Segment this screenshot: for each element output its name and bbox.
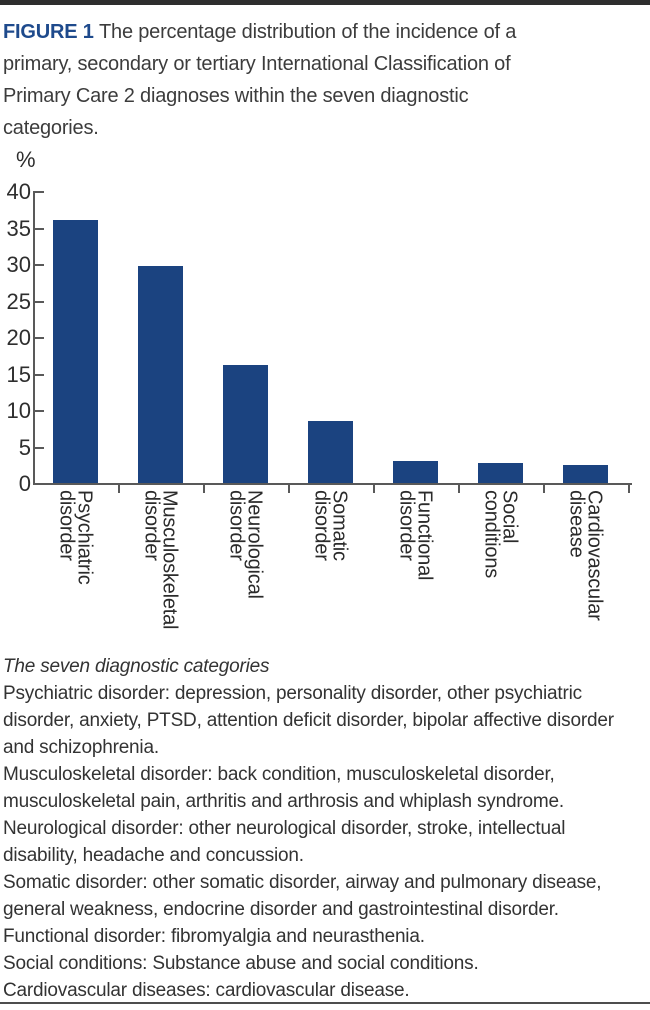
top-border-rule	[0, 0, 650, 5]
caption-heading: The seven diagnostic categories	[3, 656, 270, 677]
caption-line: disability, headache and concussion.	[3, 845, 304, 866]
y-axis-tick-label: 35	[6, 215, 31, 241]
category-label-box: Psychiatric disorder	[33, 490, 118, 660]
category-label-box: Musculoskeletal disorder	[118, 490, 203, 660]
category-label-box: Somatic disorder	[288, 490, 373, 660]
y-axis-tick	[35, 410, 44, 412]
category-label: Cardiovascular disease	[565, 490, 606, 621]
y-axis-tick-label: 40	[6, 179, 31, 204]
figure-title-line: Primary Care 2 diagnoses within the seve…	[3, 85, 469, 107]
bar-chart: % 0 5 10 15 20 25 30 35 40 Psychiatric disorder Mus…	[0, 145, 650, 660]
figure-title-line: FIGURE 1 The percentage distribution of …	[3, 21, 517, 43]
y-axis-tick	[35, 373, 44, 376]
category-label: Somatic disorder	[310, 490, 351, 561]
x-axis-tick	[373, 485, 375, 493]
bar-somatic-disorder	[308, 420, 353, 483]
category-label: Neurological disorder	[225, 490, 266, 599]
figure-title-line: categories.	[3, 117, 99, 139]
y-axis-tick	[35, 446, 44, 449]
caption-line: Somatic disorder: other somatic disorder…	[3, 872, 602, 893]
y-axis-tick	[35, 227, 44, 230]
bottom-border-rule	[0, 1002, 650, 1004]
figure-title: FIGURE 1 The percentage distribution of …	[3, 16, 647, 144]
caption-line: musculoskeletal pain, arthritis and arth…	[3, 791, 564, 812]
x-axis-tick	[118, 485, 120, 493]
y-axis-tick-label: 25	[6, 288, 31, 314]
y-axis-tick-label: 20	[6, 325, 31, 350]
bar-musculoskeletal-disorder	[138, 266, 183, 483]
x-axis-tick	[458, 485, 460, 493]
x-axis-tick	[628, 485, 630, 493]
caption-line: Neurological disorder: other neurologica…	[3, 818, 566, 839]
y-axis-tick-label: 10	[6, 398, 31, 423]
y-axis-tick-label: 15	[6, 361, 31, 387]
x-axis-tick	[543, 485, 545, 493]
caption-line: general weakness, endocrine disorder and…	[3, 899, 559, 920]
figure-title-line: primary, secondary or tertiary Internati…	[3, 53, 511, 75]
category-label: Psychiatric disorder	[55, 490, 96, 585]
y-axis-tick	[35, 300, 44, 303]
bar-social-conditions	[478, 462, 523, 483]
caption-line: and schizophrenia.	[3, 737, 159, 758]
caption-line: Cardiovascular diseases: cardiovascular …	[3, 980, 410, 1001]
category-label: Musculoskeletal disorder	[140, 490, 181, 630]
caption-line: disorder, anxiety, PTSD, attention defic…	[3, 710, 614, 731]
y-axis-line	[33, 191, 35, 485]
x-axis-tick	[288, 485, 290, 493]
category-label-box: Cardiovascular disease	[543, 490, 628, 660]
bar-neurological-disorder	[223, 364, 268, 483]
y-axis-tick-label: 5	[18, 434, 31, 460]
y-axis-tick	[35, 337, 44, 339]
caption-line: Functional disorder: fibromyalgia and ne…	[3, 926, 425, 947]
y-axis-tick	[35, 191, 44, 193]
figure-caption: The seven diagnostic categories Psychiat…	[3, 653, 650, 1004]
caption-line: Psychiatric disorder: depression, person…	[3, 683, 582, 704]
y-axis-unit-label: %	[16, 147, 36, 172]
category-label: Functional disorder	[395, 490, 436, 581]
x-axis-line	[33, 483, 632, 485]
bar-cardiovascular-disease	[563, 464, 608, 483]
y-axis-tick	[35, 264, 44, 266]
caption-line: Social conditions: Substance abuse and s…	[3, 953, 479, 974]
category-label-box: Functional disorder	[373, 490, 458, 660]
figure-number-label: FIGURE 1	[3, 21, 99, 43]
category-label: Social conditions	[480, 490, 521, 579]
x-axis-tick	[203, 485, 205, 493]
bar-psychiatric-disorder	[53, 220, 98, 483]
category-label-box: Social conditions	[458, 490, 543, 660]
caption-line: Musculoskeletal disorder: back condition…	[3, 764, 555, 785]
category-label-box: Neurological disorder	[203, 490, 288, 660]
y-axis-tick-label: 0	[18, 471, 31, 496]
y-axis-tick-label: 30	[6, 252, 31, 277]
bar-functional-disorder	[393, 461, 438, 483]
